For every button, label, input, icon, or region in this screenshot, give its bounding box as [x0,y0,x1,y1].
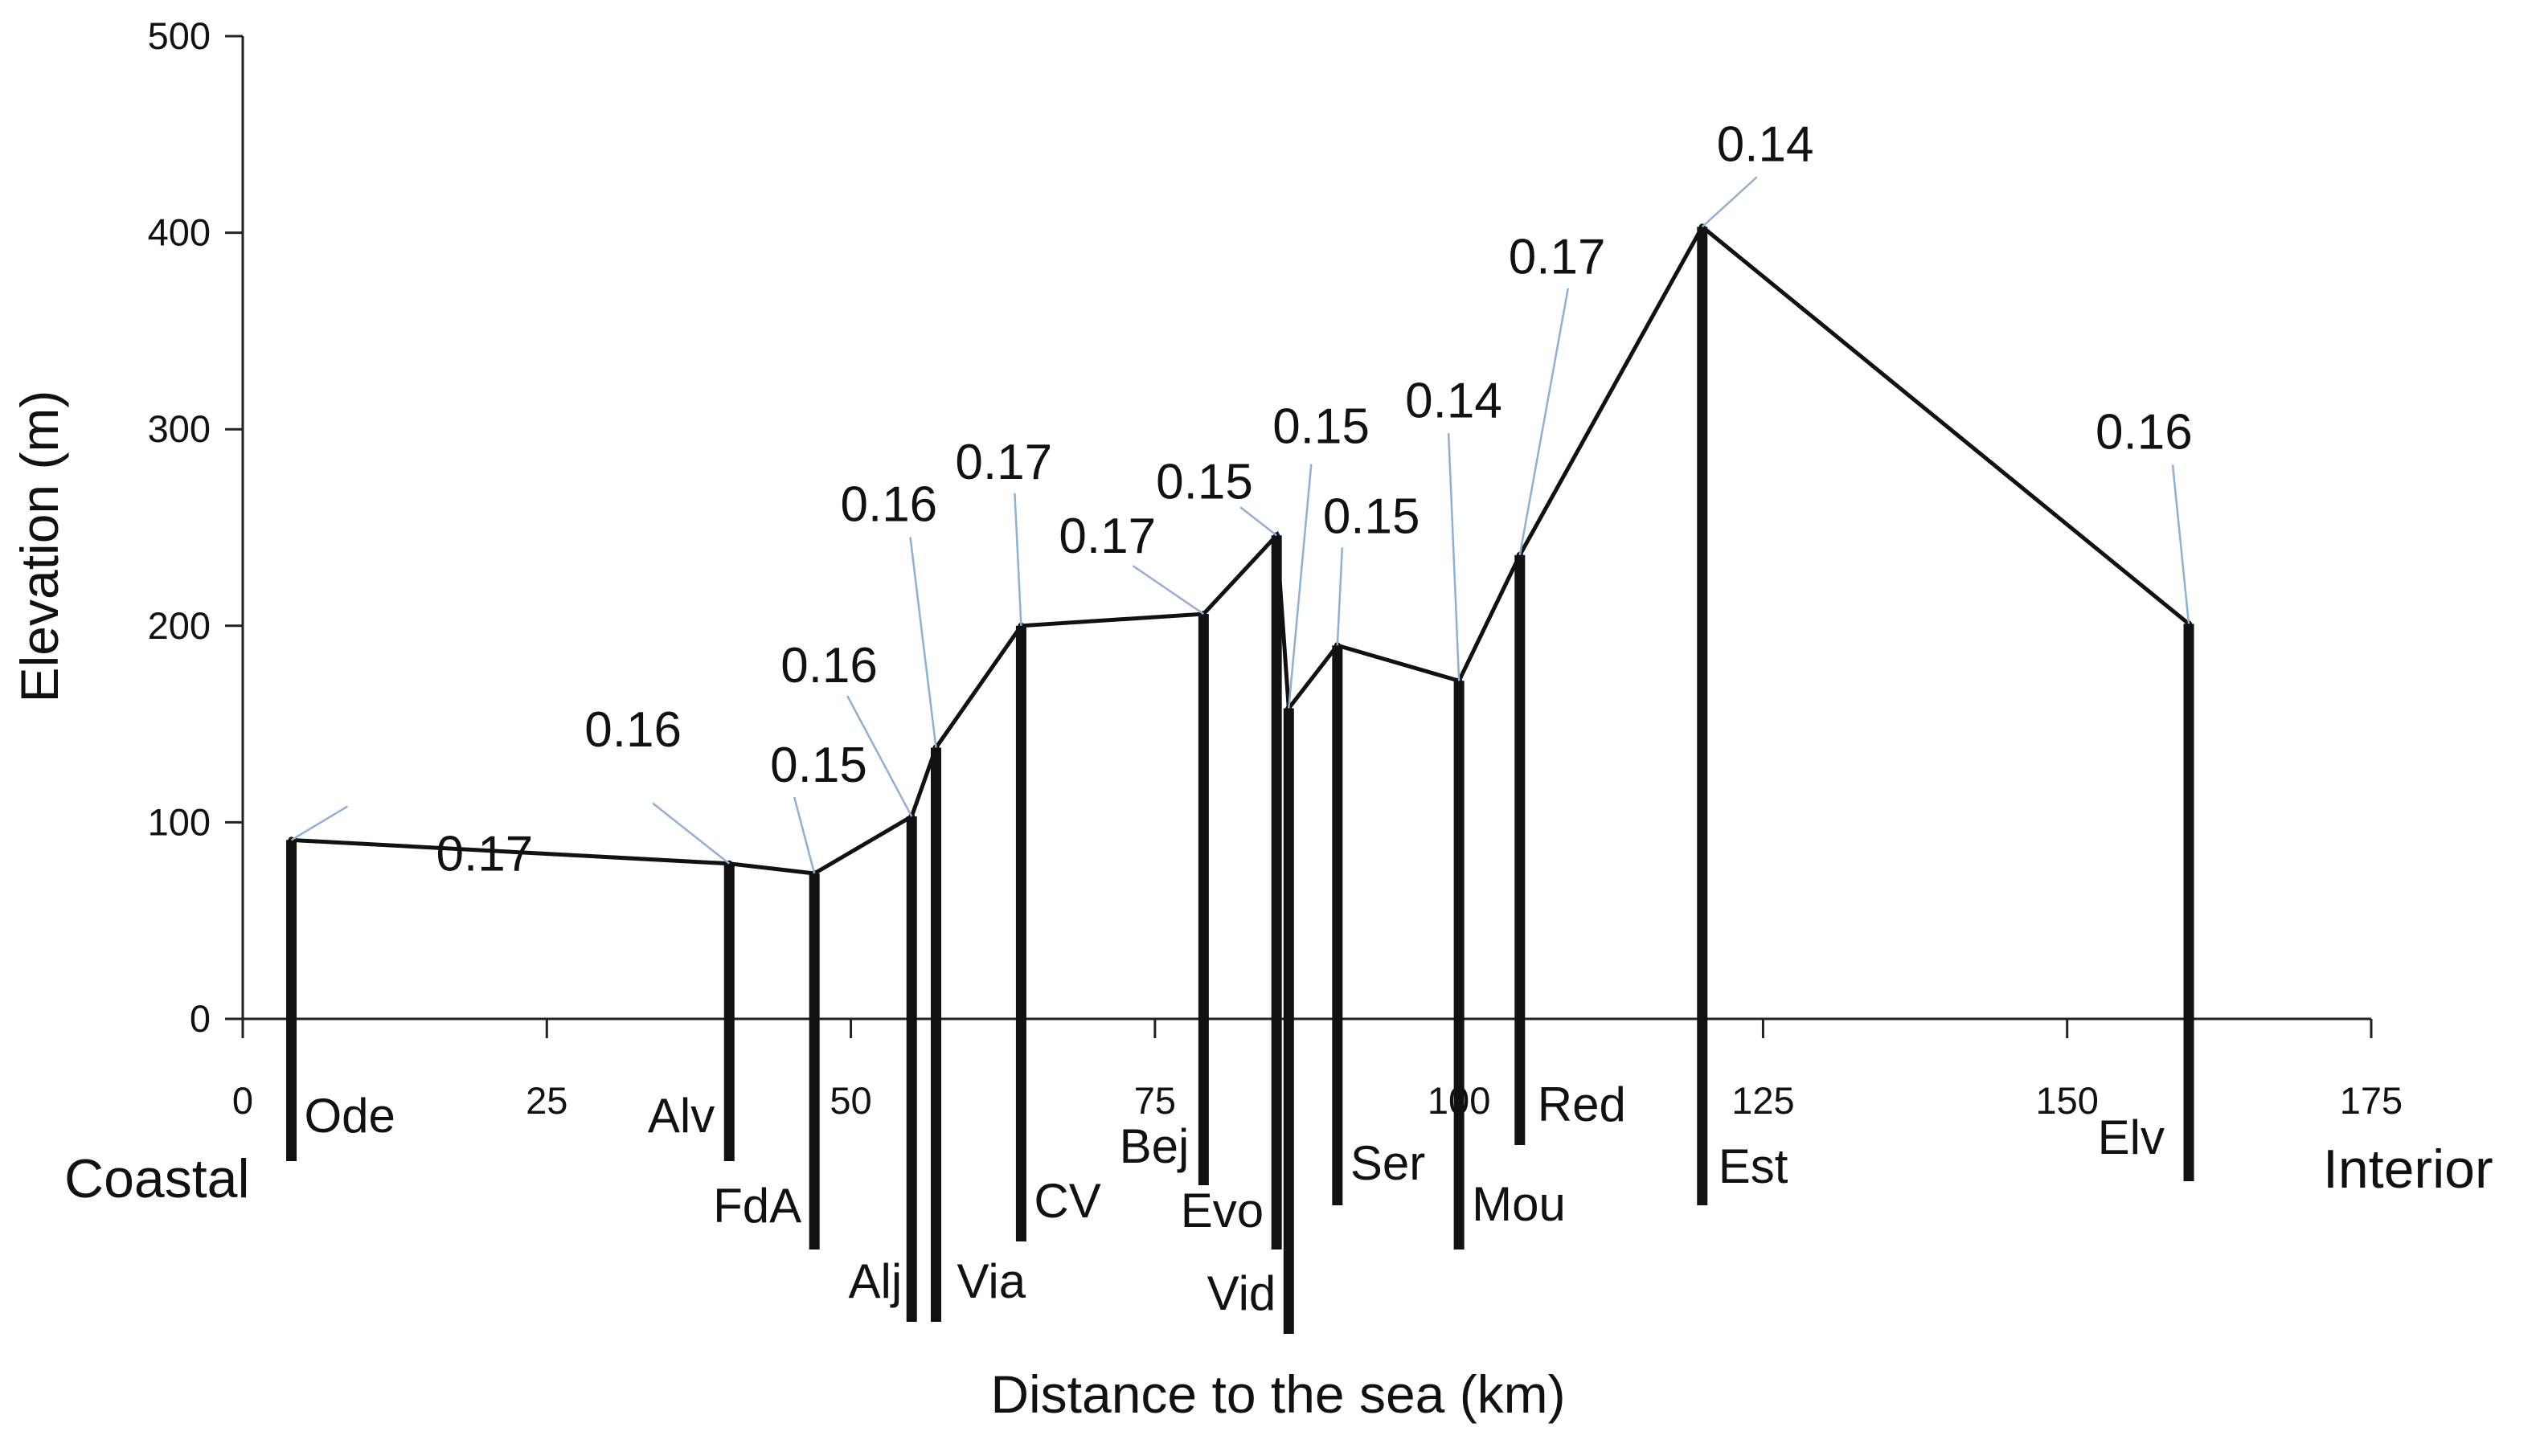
site-label-red: Red [1538,1078,1626,1131]
value-label-alv: 0.16 [584,702,682,758]
value-label-evo: 0.15 [1156,454,1253,509]
leader-line-alj [846,695,913,817]
site-label-alj: Alj [849,1254,903,1308]
value-label-cv: 0.17 [955,435,1052,490]
bars-layer [286,227,2194,1334]
site-label-cv: CV [1034,1174,1100,1228]
value-label-ode: 0.17 [436,826,534,881]
leader-line-ode [290,805,349,841]
site-label-mou: Mou [1472,1177,1566,1231]
x-tick-label-25: 25 [526,1079,567,1122]
y-axis-title: Elevation (m) [10,391,69,703]
y-tick-label-200: 200 [148,604,211,647]
labels-layer: Ode 0.17 Alv 0.16 FdA 0.15 Alj 0.16 Via 0.16 CV 0.1… [305,117,2193,1320]
x-tick-label-150: 150 [2036,1079,2099,1122]
leader-line-vid [1288,464,1313,709]
value-label-ser: 0.15 [1323,489,1420,544]
site-label-ode: Ode [305,1089,395,1143]
y-tick-label-0: 0 [190,997,211,1040]
y-tick-label-500: 500 [148,14,211,57]
value-label-alj: 0.16 [780,638,878,693]
value-label-elv: 0.16 [2096,404,2193,460]
leader-line-mou [1447,433,1460,681]
interior-end-label: Interior [2323,1139,2493,1200]
value-label-red: 0.17 [1509,230,1606,285]
leader-line-via [909,537,937,748]
x-tick-label-125: 125 [1731,1079,1794,1122]
leader-line-est [1701,176,1758,228]
elevation-profile-line [291,223,2190,876]
leader-line-elv [2171,464,2190,624]
leader-line-bej [1132,565,1205,616]
leader-line-red [1518,288,1570,555]
site-label-alv: Alv [648,1089,715,1143]
leader-line-fda [793,796,816,874]
value-label-fda: 0.15 [770,738,867,793]
leader-line-cv [1014,493,1022,626]
value-label-vid: 0.15 [1272,399,1370,455]
leader-line-alv [652,802,731,865]
leader-line-evo [1239,506,1277,537]
value-label-via: 0.16 [840,476,937,532]
profile-layer [288,223,2193,877]
value-label-mou: 0.14 [1405,373,1502,428]
leader-line-ser [1336,547,1344,646]
value-label-est: 0.14 [1717,117,1814,172]
x-tick-label-75: 75 [1134,1079,1176,1122]
value-label-bej: 0.17 [1059,509,1156,564]
x-tick-label-50: 50 [830,1079,871,1122]
x-tick-label-175: 175 [2340,1079,2403,1122]
site-label-evo: Evo [1181,1184,1264,1237]
site-label-bej: Bej [1120,1119,1190,1173]
site-label-vid: Vid [1207,1266,1276,1320]
y-tick-label-100: 100 [148,800,211,843]
leader-layer [290,176,2190,874]
x-axis-title: Distance to the sea (km) [990,1364,1565,1424]
site-label-via: Via [957,1254,1026,1308]
y-tick-label-300: 300 [148,407,211,450]
site-label-ser: Ser [1350,1136,1425,1190]
site-label-fda: FdA [713,1179,801,1233]
y-tick-label-400: 400 [148,211,211,254]
x-tick-label-0: 0 [232,1079,253,1122]
coastal-end-label: Coastal [64,1148,250,1209]
site-label-est: Est [1719,1139,1788,1193]
site-label-elv: Elv [2098,1110,2165,1164]
